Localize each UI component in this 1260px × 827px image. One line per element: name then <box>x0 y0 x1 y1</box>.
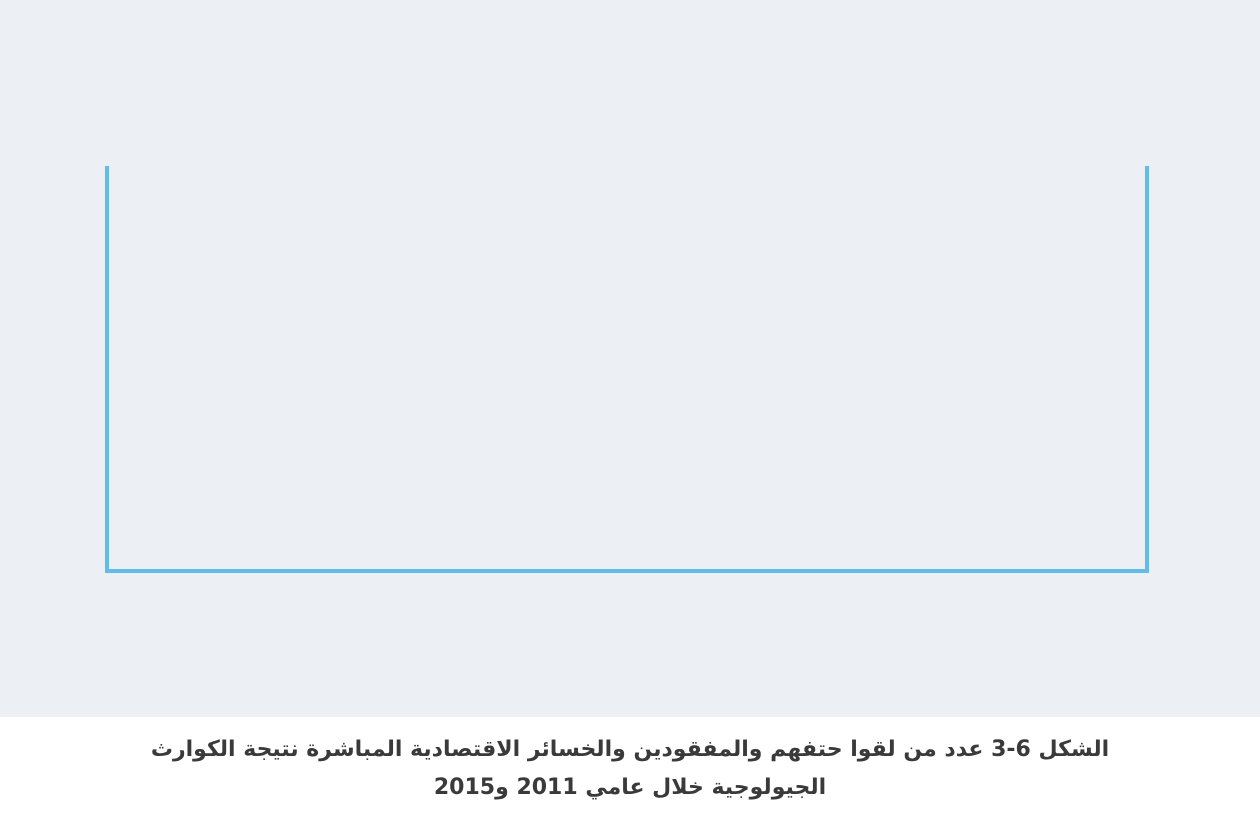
figure-caption: الشكل 6-3 عدد من لقوا حتفهم والمفقودين و… <box>0 717 1260 827</box>
chart-figure <box>0 0 1260 717</box>
caption-line-2: الجيولوجية خلال عامي 2011 و2015 <box>433 775 827 800</box>
caption-line-1: الشكل 6-3 عدد من لقوا حتفهم والمفقودين و… <box>150 737 1110 762</box>
chart <box>105 166 1149 573</box>
